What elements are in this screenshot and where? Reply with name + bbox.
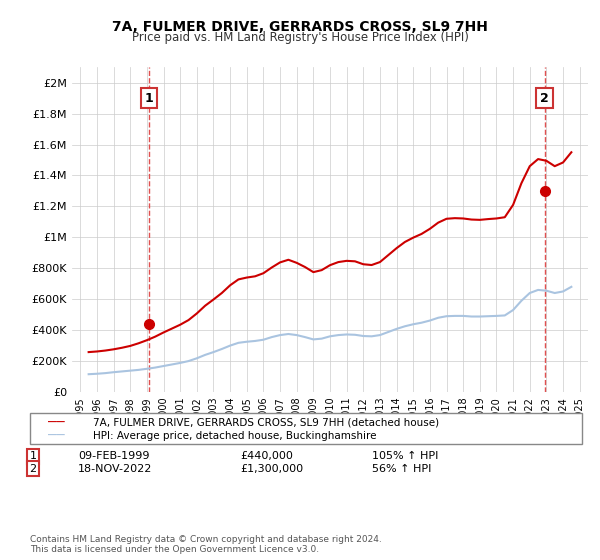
Text: 7A, FULMER DRIVE, GERRARDS CROSS, SL9 7HH: 7A, FULMER DRIVE, GERRARDS CROSS, SL9 7H… [112,20,488,34]
Text: HPI: Average price, detached house, Buckinghamshire: HPI: Average price, detached house, Buck… [93,431,377,441]
Text: 2: 2 [29,464,37,474]
Text: 2: 2 [540,92,549,105]
Text: ——: —— [48,429,65,442]
Text: Price paid vs. HM Land Registry's House Price Index (HPI): Price paid vs. HM Land Registry's House … [131,31,469,44]
Text: 09-FEB-1999: 09-FEB-1999 [78,451,149,461]
Text: HPI: Average price, detached house, Buckinghamshire: HPI: Average price, detached house, Buck… [93,431,377,441]
Text: 7A, FULMER DRIVE, GERRARDS CROSS, SL9 7HH (detached house): 7A, FULMER DRIVE, GERRARDS CROSS, SL9 7H… [93,418,439,428]
Text: Contains HM Land Registry data © Crown copyright and database right 2024.
This d: Contains HM Land Registry data © Crown c… [30,535,382,554]
Text: 56% ↑ HPI: 56% ↑ HPI [372,464,431,474]
Text: 1: 1 [145,92,153,105]
Text: 1: 1 [29,451,37,461]
Text: ——: —— [48,416,65,430]
Text: ——: —— [48,416,65,430]
Text: £1,300,000: £1,300,000 [240,464,303,474]
Text: 7A, FULMER DRIVE, GERRARDS CROSS, SL9 7HH (detached house): 7A, FULMER DRIVE, GERRARDS CROSS, SL9 7H… [93,418,439,428]
Text: 18-NOV-2022: 18-NOV-2022 [78,464,152,474]
Text: £440,000: £440,000 [240,451,293,461]
Text: 105% ↑ HPI: 105% ↑ HPI [372,451,439,461]
Text: ——: —— [48,429,65,442]
